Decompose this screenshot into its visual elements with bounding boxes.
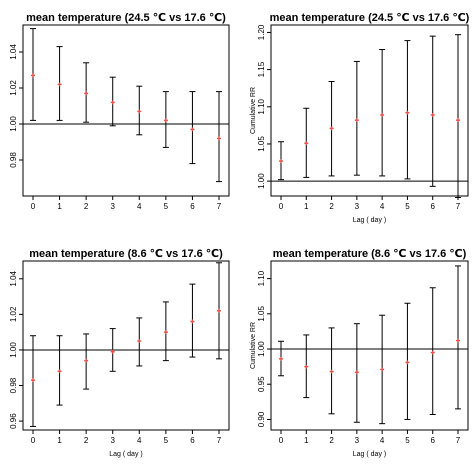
plot-frame <box>270 260 469 431</box>
x-tick-label: 1 <box>57 202 62 211</box>
chart-panel-4: mean temperature (8.6 ℃ vs 17.6 ℃) 0.90 0.… <box>250 248 469 458</box>
x-tick-label: 2 <box>84 202 89 211</box>
x-tick-label: 7 <box>456 436 461 445</box>
y-tick-label: 0.96 <box>9 413 18 429</box>
x-tick-label: 5 <box>164 202 169 211</box>
chart-title: mean temperature (24.5 ℃ vs 17.6 ℃) <box>270 12 470 24</box>
chart-title: mean temperature (24.5 ℃ vs 17.6 ℃) <box>26 12 226 24</box>
y-tick-label: 1.00 <box>257 341 266 357</box>
x-axis-label: Lag ( day ) <box>353 217 386 224</box>
y-tick-label: 1.10 <box>257 98 266 114</box>
x-tick-label: 7 <box>217 202 222 211</box>
x-tick-label: 7 <box>456 202 461 211</box>
y-tick-label: 1.05 <box>257 136 266 152</box>
y-tick-label: 1.04 <box>9 270 18 286</box>
x-tick-label: 4 <box>380 202 385 211</box>
x-tick-label: 4 <box>137 436 142 445</box>
plot-frame <box>22 260 230 431</box>
y-tick-label: 0.98 <box>9 152 18 168</box>
x-tick-label: 6 <box>430 202 435 211</box>
y-axis-label: Cumulative RR <box>250 87 257 134</box>
y-tick-label: 0.90 <box>257 411 266 427</box>
y-tick-label: 1.10 <box>257 270 266 286</box>
y-tick-label: 1.20 <box>257 24 266 40</box>
x-tick-label: 4 <box>380 436 385 445</box>
y-tick-label: 1.05 <box>257 305 266 321</box>
x-tick-label: 2 <box>84 436 89 445</box>
x-tick-label: 7 <box>217 436 222 445</box>
chart-title: mean temperature (8.6 ℃ vs 17.6 ℃) <box>273 248 467 260</box>
y-tick-label: 1.02 <box>9 306 18 322</box>
x-tick-label: 3 <box>355 436 360 445</box>
y-tick-label: 1.00 <box>9 116 18 132</box>
x-tick-label: 6 <box>190 436 195 445</box>
chart-panel-2: mean temperature (24.5 ℃ vs 17.6 ℃) 1.00 1… <box>250 12 470 224</box>
x-tick-label: 2 <box>329 436 334 445</box>
x-tick-label: 4 <box>137 202 142 211</box>
x-tick-label: 1 <box>57 436 62 445</box>
x-tick-label: 6 <box>430 436 435 445</box>
x-tick-label: 2 <box>329 202 334 211</box>
x-tick-label: 3 <box>110 202 115 211</box>
y-tick-label: 1.04 <box>9 44 18 60</box>
x-tick-label: 1 <box>304 436 309 445</box>
x-tick-label: 0 <box>279 436 284 445</box>
y-tick-label: 0.98 <box>9 377 18 393</box>
x-tick-label: 6 <box>190 202 195 211</box>
y-tick-label: 1.00 <box>9 342 18 358</box>
x-tick-label: 3 <box>110 436 115 445</box>
chart-panel-3: mean temperature (8.6 ℃ vs 17.6 ℃) 0.96 0.… <box>9 248 230 458</box>
y-tick-label: 0.95 <box>257 376 266 392</box>
x-tick-label: 0 <box>31 436 36 445</box>
x-axis-label: Lag ( day ) <box>109 451 142 458</box>
y-tick-label: 1.15 <box>257 61 266 77</box>
x-tick-label: 5 <box>405 202 410 211</box>
x-axis-label: Lag ( day ) <box>353 451 386 458</box>
x-tick-label: 0 <box>279 202 284 211</box>
plot-frame <box>270 24 469 197</box>
x-tick-label: 1 <box>304 202 309 211</box>
x-tick-label: 5 <box>405 436 410 445</box>
x-tick-label: 3 <box>355 202 360 211</box>
y-tick-label: 1.02 <box>9 80 18 96</box>
chart-panel-1: mean temperature (24.5 ℃ vs 17.6 ℃) 0.98 1… <box>9 12 230 211</box>
x-tick-label: 0 <box>31 202 36 211</box>
chart-title: mean temperature (8.6 ℃ vs 17.6 ℃) <box>29 248 223 260</box>
y-tick-label: 1.00 <box>257 173 266 189</box>
plot-frame <box>22 24 230 197</box>
x-tick-label: 5 <box>164 436 169 445</box>
y-axis-label: Cumulative RR <box>250 322 257 369</box>
